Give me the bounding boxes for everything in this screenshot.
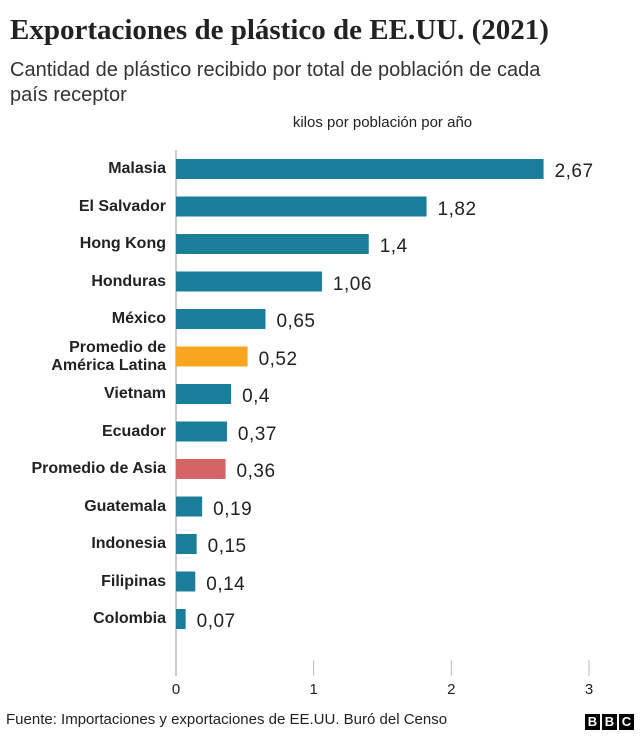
source: Fuente: Importaciones y exportaciones de…: [6, 711, 448, 728]
logo-letter: B: [585, 714, 600, 730]
value-label: 1,82: [437, 198, 477, 220]
bar: [176, 534, 197, 554]
bar: [176, 496, 203, 517]
value-label: 0,4: [242, 386, 270, 407]
y-tick-label: Promedio de Asia: [31, 460, 166, 477]
bar: [176, 196, 427, 217]
y-tick-label: Honduras: [91, 272, 166, 290]
value-label: 0,14: [206, 573, 246, 595]
chart-subtitle: Cantidad de plástico recibido por total …: [10, 59, 541, 106]
x-tick-label: 2: [447, 681, 456, 698]
value-label: 0,15: [207, 536, 247, 557]
y-tick-label: Promedio de América Latina: [51, 338, 166, 374]
value-label: 0,19: [213, 498, 253, 520]
y-tick-label: México: [111, 310, 166, 327]
bar: [176, 609, 186, 629]
y-tick-label: Vietnam: [104, 385, 166, 402]
y-tick-label: Malasia: [108, 160, 166, 177]
value-label: 0,07: [196, 611, 236, 632]
bar: [176, 384, 232, 404]
y-tick-label: Filipinas: [101, 572, 166, 590]
logo-letter: C: [619, 714, 634, 730]
y-tick-label: Hong Kong: [79, 235, 166, 252]
chart-title: Exportaciones de plástico de EE.UU. (202…: [10, 14, 549, 46]
x-tick-label: 3: [584, 681, 594, 698]
value-label: 0,37: [237, 423, 277, 445]
bar: [176, 459, 226, 479]
value-label: 0,65: [276, 311, 316, 332]
bar: [176, 571, 196, 592]
bar: [176, 346, 248, 367]
value-label: 1,06: [332, 273, 372, 295]
y-tick-label: El Salvador: [78, 197, 166, 215]
bar: [176, 309, 266, 329]
x-tick-label: 1: [309, 681, 318, 698]
bar: [176, 421, 227, 442]
bar: [176, 271, 322, 292]
y-tick-label: Colombia: [93, 610, 166, 627]
x-tick-label: 0: [171, 681, 181, 698]
value-label: 1,4: [379, 236, 408, 257]
y-tick-label: Guatemala: [84, 497, 166, 515]
value-label: 2,67: [554, 161, 594, 182]
bar: [176, 234, 369, 254]
value-label: 0,36: [236, 461, 276, 482]
bar: [176, 159, 544, 179]
axis-label: kilos por población por año: [292, 114, 473, 131]
y-tick-label: Ecuador: [101, 422, 166, 440]
logo-letter: B: [602, 714, 617, 730]
y-tick-label: Indonesia: [91, 535, 166, 552]
value-label: 0,52: [258, 348, 298, 370]
